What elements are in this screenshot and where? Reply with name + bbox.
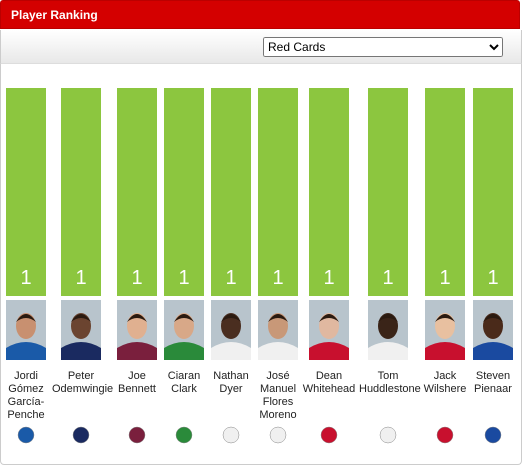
player-hair	[127, 314, 147, 322]
player-head	[71, 313, 91, 339]
value-label: 1	[131, 267, 142, 289]
player-shirt	[258, 342, 298, 360]
player-shirt	[6, 342, 46, 360]
player-head	[435, 313, 455, 339]
bar	[473, 88, 513, 296]
club-badge	[128, 426, 146, 444]
player-hair	[174, 314, 194, 322]
bar	[309, 88, 349, 296]
value-label: 1	[487, 267, 498, 289]
player-head	[16, 313, 36, 339]
player-name: José Manuel Flores Moreno	[259, 370, 297, 421]
player-head	[268, 313, 288, 339]
player-name: Jack Wilshere	[423, 370, 467, 395]
metric-select[interactable]: Red Cards	[263, 37, 503, 57]
value-label: 1	[178, 267, 189, 289]
player-name: Tom Huddlestone	[359, 370, 421, 395]
bar	[117, 88, 157, 296]
player-head	[483, 313, 503, 339]
value-label: 1	[382, 267, 393, 289]
player-shirt	[164, 342, 204, 360]
player-shirt	[211, 342, 251, 360]
club-badge	[175, 426, 193, 444]
player-name: Ciaran Clark	[167, 370, 201, 395]
widget-title: Player Ranking	[0, 0, 520, 29]
player-name: Dean Whitehead	[302, 370, 356, 395]
player-name: Joe Bennett	[118, 370, 156, 395]
player-head	[174, 313, 194, 339]
player-hair	[221, 314, 241, 322]
club-badge	[379, 426, 397, 444]
club-badge	[269, 426, 287, 444]
bar	[6, 88, 46, 296]
player-name: Peter Odemwingie	[52, 370, 114, 395]
player-hair	[435, 314, 455, 322]
bar	[164, 88, 204, 296]
player-head	[127, 313, 147, 339]
player-hair	[71, 314, 91, 322]
player-hair	[319, 314, 339, 322]
bar	[368, 88, 408, 296]
player-head	[319, 313, 339, 339]
bar	[425, 88, 465, 296]
player-shirt	[309, 342, 349, 360]
club-badge	[320, 426, 338, 444]
club-badge	[17, 426, 35, 444]
club-badge	[436, 426, 454, 444]
bar	[258, 88, 298, 296]
value-label: 1	[439, 267, 450, 289]
player-shirt	[473, 342, 513, 360]
club-badge	[72, 426, 90, 444]
player-shirt	[61, 342, 101, 360]
value-label: 1	[272, 267, 283, 289]
player-head	[378, 313, 398, 339]
value-label: 1	[20, 267, 31, 289]
player-name: Steven Pienaar	[474, 370, 512, 395]
value-label: 1	[323, 267, 334, 289]
player-shirt	[368, 342, 408, 360]
player-name: Jordi Gómez García-Penche	[7, 370, 45, 421]
player-head	[221, 313, 241, 339]
value-label: 1	[75, 267, 86, 289]
player-shirt	[117, 342, 157, 360]
bar	[61, 88, 101, 296]
player-name: Nathan Dyer	[213, 370, 249, 395]
player-shirt	[425, 342, 465, 360]
value-label: 1	[225, 267, 236, 289]
club-badge	[222, 426, 240, 444]
player-hair	[378, 314, 398, 322]
player-hair	[483, 314, 503, 322]
player-hair	[268, 314, 288, 322]
bar	[211, 88, 251, 296]
club-badge	[484, 426, 502, 444]
player-hair	[16, 314, 36, 322]
